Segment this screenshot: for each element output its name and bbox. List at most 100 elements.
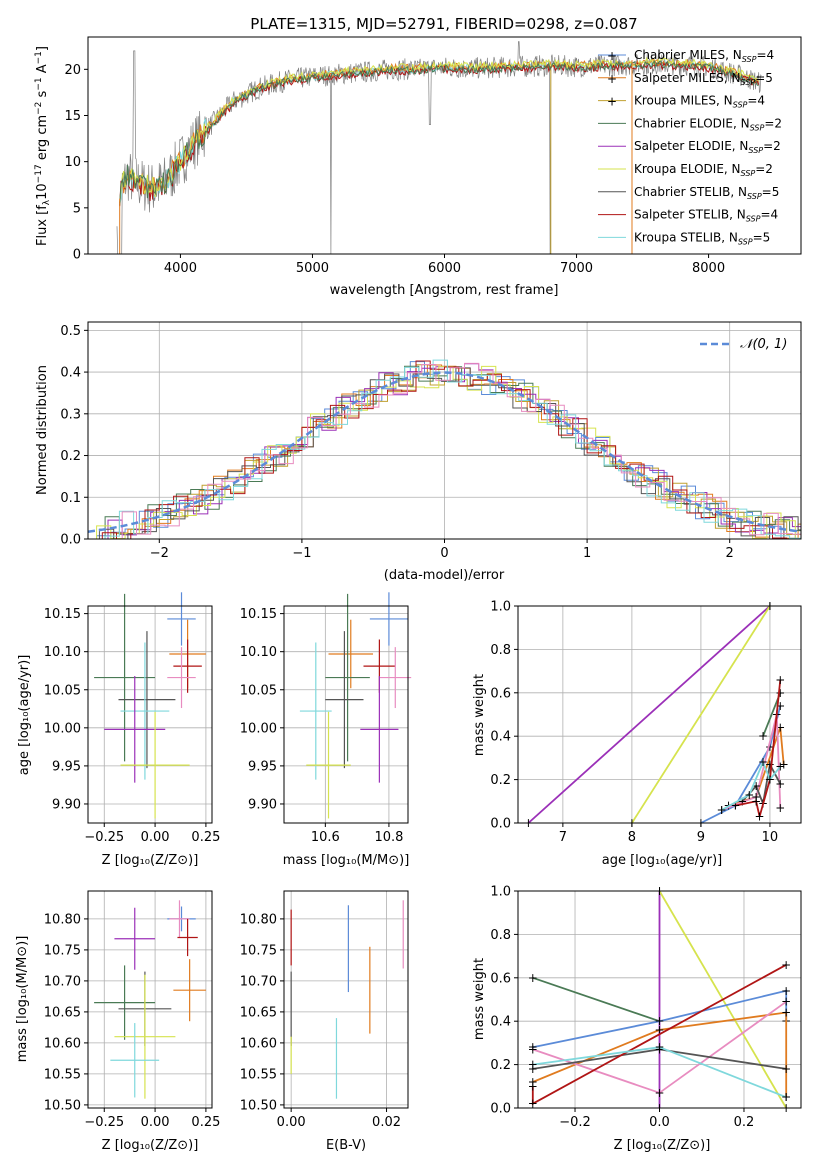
weight-marker: + [775, 673, 785, 687]
y-tick-label: 10.75 [44, 943, 81, 958]
panel-frame [87, 605, 213, 824]
y-tick-label: 10.10 [44, 645, 81, 660]
model-spectrum [119, 59, 759, 206]
x-tick-label: −0.25 [84, 830, 124, 845]
x-tick-label: 5000 [296, 261, 329, 276]
residual-histogram [88, 367, 801, 540]
weight-marker: + [758, 755, 768, 769]
weight-series [735, 679, 782, 817]
y-tick-label: 10.55 [240, 1067, 277, 1082]
x-tick-label: 8 [628, 830, 636, 845]
weight-marker: + [751, 794, 761, 808]
weight-marker: + [781, 1062, 791, 1076]
x-tick-label: 0.02 [372, 1115, 401, 1130]
y-tick-label: 10.65 [44, 1005, 81, 1020]
agemass-xlabel: mass [log₁₀(M/M⊙)] [283, 853, 410, 868]
gaussian-legend-label: 𝒩(0, 1) [740, 337, 787, 352]
y-tick-label: 0 [73, 248, 81, 263]
weight-marker: + [765, 773, 775, 787]
y-tick-label: 0.2 [490, 773, 511, 788]
panel-frame [283, 890, 409, 1109]
spectrum-ylabel: Flux [fλ10−17 erg cm−2 s−1 A−1] [34, 46, 52, 246]
weight-series [631, 605, 771, 824]
weight-series [532, 976, 660, 1023]
weight-marker: + [528, 1042, 538, 1056]
weight-marker: + [528, 1097, 538, 1111]
x-tick-label: 8000 [692, 261, 725, 276]
y-tick-label: 0.4 [490, 1015, 511, 1030]
legend-label: Salpeter STELIB, NSSP=4 [634, 208, 778, 224]
weight-marker: + [775, 801, 785, 815]
y-tick-label: 20 [64, 63, 81, 78]
ageZ-ylabel: age [log₁₀(age/yr)] [17, 655, 32, 776]
weight-series [532, 989, 788, 1049]
x-tick-label: 4000 [164, 261, 197, 276]
weight-marker: + [654, 1023, 664, 1037]
x-tick-label: 0.0 [649, 1115, 670, 1130]
y-tick-label: 9.95 [52, 759, 81, 774]
y-tick-label: 10.60 [44, 1036, 81, 1051]
weight-marker: + [775, 777, 785, 791]
weight-marker: + [654, 1014, 664, 1028]
weight-marker: + [528, 1058, 538, 1072]
weight-marker: + [775, 686, 785, 700]
massZ-xlabel: Z [log₁₀(Z/Z⊙)] [102, 1138, 199, 1153]
y-tick-label: 10.50 [240, 1098, 277, 1113]
weight-marker: + [654, 1086, 664, 1100]
weight-marker: + [654, 1040, 664, 1054]
x-tick-label: 0.00 [141, 830, 170, 845]
weight-marker: + [781, 984, 791, 998]
weight-marker: + [528, 971, 538, 985]
weight-marker: + [765, 740, 775, 754]
y-tick-label: 10.80 [44, 912, 81, 927]
gaussian-curve [87, 371, 802, 533]
y-tick-label: 10.80 [240, 912, 277, 927]
weight-marker: + [751, 790, 761, 804]
weight-marker: + [717, 803, 727, 817]
weight-marker: + [779, 757, 789, 771]
weight-marker: + [758, 729, 768, 743]
panel-frame [283, 605, 409, 824]
weight-marker: + [528, 1079, 538, 1093]
y-tick-label: 0.5 [60, 324, 81, 339]
x-tick-label: −1 [292, 546, 311, 561]
y-tick-label: 10.00 [44, 721, 81, 736]
weight-marker: + [781, 958, 791, 972]
y-tick-label: 10.05 [44, 683, 81, 698]
y-tick-label: 0.8 [490, 643, 511, 658]
y-tick-label: 10.60 [240, 1036, 277, 1051]
weight-series [532, 1048, 787, 1070]
y-tick-label: 10.15 [240, 607, 277, 622]
y-tick-label: 10.10 [240, 645, 277, 660]
wZ-xlabel: Z [log₁₀(Z/Z⊙)] [614, 1138, 711, 1153]
y-tick-label: 10.65 [240, 1005, 277, 1020]
residuals-ylabel: Normed distribution [35, 365, 50, 495]
x-tick-label: 7000 [560, 261, 593, 276]
x-tick-label: 7 [559, 830, 567, 845]
weight-series [527, 605, 771, 824]
massZ-ylabel: mass [log₁₀(M/M⊙)] [15, 936, 30, 1063]
y-tick-label: 10.15 [44, 607, 81, 622]
y-tick-label: 0.2 [60, 449, 81, 464]
x-tick-label: −2 [150, 546, 169, 561]
weight-marker: + [775, 760, 785, 774]
spectrum-xlabel: wavelength [Angstrom, rest frame] [330, 283, 559, 298]
legend-label: Kroupa MILES, NSSP=4 [634, 94, 765, 110]
model-spectrum [119, 56, 760, 203]
weight-marker: + [528, 1062, 538, 1076]
x-tick-label: 0.2 [734, 1115, 755, 1130]
y-tick-label: 9.95 [248, 759, 277, 774]
weight-series [532, 1000, 787, 1094]
y-tick-label: 10.00 [240, 721, 277, 736]
massebv-xlabel: E(B-V) [326, 1138, 366, 1153]
wage-ylabel: mass weight [472, 674, 487, 756]
weight-marker: + [775, 699, 785, 713]
legend-marker: + [607, 95, 617, 109]
weight-marker: + [781, 1090, 791, 1104]
panel-frame [517, 605, 802, 824]
wage-xlabel: age [log₁₀(age/yr)] [602, 853, 723, 868]
weight-marker: + [654, 1042, 664, 1056]
weight-marker: + [755, 809, 765, 823]
x-tick-label: 0 [440, 546, 448, 561]
